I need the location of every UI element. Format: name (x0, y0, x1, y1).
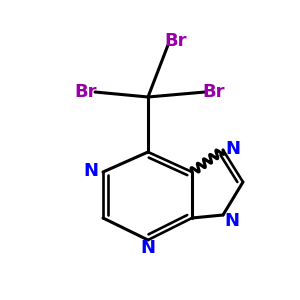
Text: N: N (225, 140, 240, 158)
Text: N: N (140, 239, 155, 257)
Text: Br: Br (202, 83, 225, 101)
Text: Br: Br (74, 83, 97, 101)
Text: N: N (224, 212, 239, 230)
Text: N: N (83, 161, 98, 179)
Text: Br: Br (164, 32, 187, 50)
